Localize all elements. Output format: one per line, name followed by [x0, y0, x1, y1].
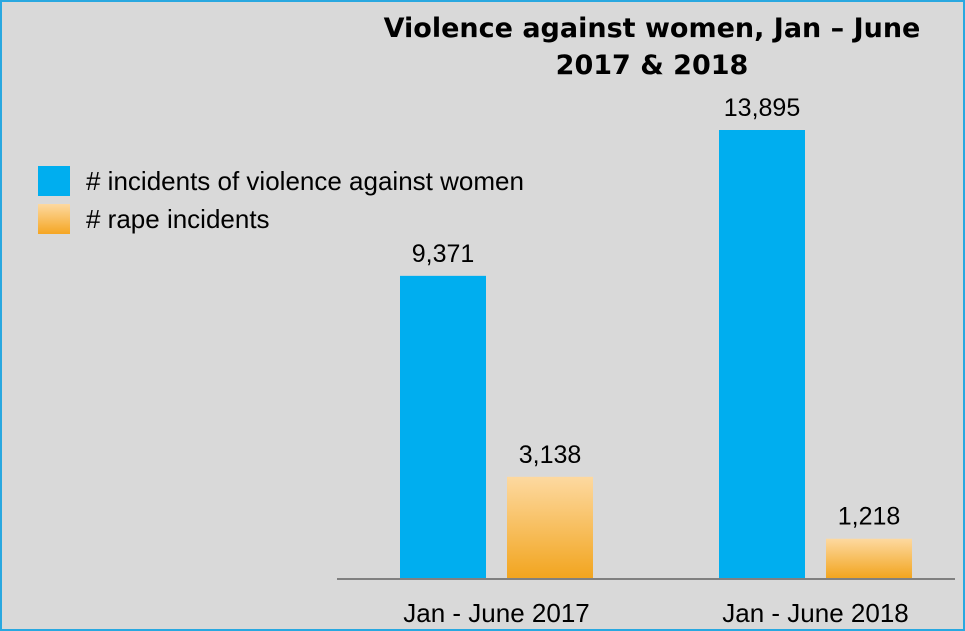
data-label-rape-1: 1,218 — [838, 503, 901, 531]
data-label-violence-0: 9,371 — [412, 240, 475, 268]
legend-swatch-rape — [38, 204, 70, 234]
chart-title: Violence against women, Jan – June 2017 … — [383, 13, 921, 81]
legend-swatch-violence — [38, 166, 70, 196]
data-label-rape-0: 3,138 — [519, 441, 582, 469]
x-tick-label-0: Jan - June 2017 — [403, 598, 589, 628]
x-tick-label-1: Jan - June 2018 — [722, 598, 908, 628]
legend-label-rape: # rape incidents — [86, 203, 270, 234]
data-label-violence-1: 13,895 — [724, 94, 800, 122]
bar-rape-1 — [826, 538, 912, 578]
legend-label-violence: # incidents of violence against women — [86, 165, 524, 196]
bar-violence-0 — [400, 275, 486, 578]
bar-violence-1 — [719, 130, 805, 578]
legend-item-violence: # incidents of violence against women — [38, 162, 524, 200]
bar-rape-0 — [507, 476, 593, 578]
legend: # incidents of violence against women # … — [38, 162, 524, 238]
legend-item-rape: # rape incidents — [38, 200, 524, 238]
